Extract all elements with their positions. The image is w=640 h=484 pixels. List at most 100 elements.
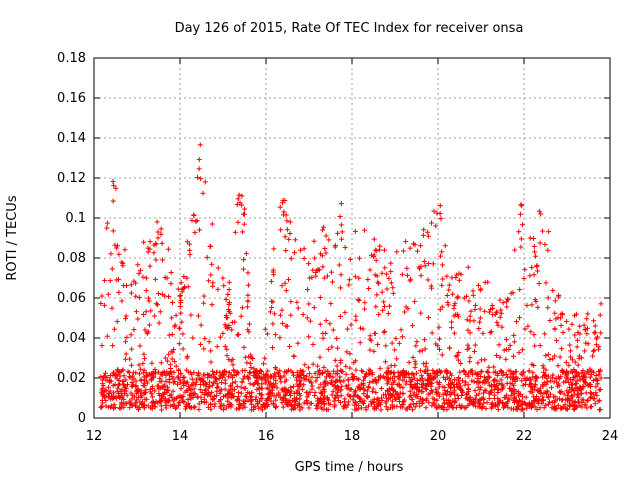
data-point: [327, 374, 333, 380]
data-point: [238, 313, 244, 319]
data-point: [540, 397, 546, 403]
data-point: [99, 293, 105, 299]
data-point: [214, 344, 220, 350]
data-point: [187, 252, 193, 258]
data-point: [182, 285, 188, 291]
data-point: [356, 275, 362, 281]
data-point: [373, 380, 379, 386]
data-point: [189, 405, 195, 411]
data-point: [306, 301, 312, 307]
data-point: [247, 381, 253, 387]
data-point: [201, 392, 207, 398]
data-point: [372, 247, 378, 253]
data-point: [186, 386, 192, 392]
data-point: [469, 378, 475, 384]
data-point: [560, 329, 566, 335]
data-point: [222, 386, 228, 392]
data-point: [392, 363, 398, 369]
data-point: [439, 304, 445, 310]
data-point: [463, 371, 469, 377]
data-point: [389, 393, 395, 399]
data-point: [503, 371, 509, 377]
data-point: [456, 277, 462, 283]
data-point: [525, 323, 531, 329]
data-point: [297, 407, 303, 413]
data-point: [434, 397, 440, 403]
data-point: [508, 392, 514, 398]
data-point: [255, 381, 261, 387]
data-point: [195, 313, 201, 319]
data-point: [471, 318, 477, 324]
data-point: [477, 319, 483, 325]
data-point: [572, 369, 578, 375]
data-point: [210, 380, 216, 386]
data-point: [464, 391, 470, 397]
data-point: [449, 319, 455, 325]
data-point: [127, 356, 133, 362]
data-point: [358, 396, 364, 402]
data-point: [542, 331, 548, 337]
data-point: [453, 312, 459, 318]
data-point: [537, 343, 543, 349]
data-point: [412, 404, 418, 410]
data-point: [135, 390, 141, 396]
data-point: [321, 224, 327, 230]
data-point: [108, 251, 114, 257]
data-point: [566, 380, 572, 386]
data-point: [400, 377, 406, 383]
data-point: [429, 285, 435, 291]
data-point: [577, 384, 583, 390]
data-point: [339, 383, 345, 389]
data-point: [454, 384, 460, 390]
data-point: [594, 377, 600, 383]
data-point: [180, 346, 186, 352]
data-point: [436, 403, 442, 409]
data-point: [425, 277, 431, 283]
data-point: [122, 356, 128, 362]
data-point: [407, 405, 413, 411]
data-point: [485, 379, 491, 385]
data-point: [247, 360, 253, 366]
data-point: [103, 377, 109, 383]
data-point: [472, 302, 478, 308]
data-point: [224, 353, 230, 359]
data-point: [315, 363, 321, 369]
data-point: [178, 297, 184, 303]
data-point: [459, 388, 465, 394]
data-point: [291, 250, 297, 256]
data-point: [148, 372, 154, 378]
data-point: [527, 273, 533, 279]
data-point: [245, 298, 251, 304]
data-point: [399, 334, 405, 340]
data-point: [543, 402, 549, 408]
data-point: [268, 393, 274, 399]
data-point: [345, 382, 351, 388]
data-point: [437, 370, 443, 376]
data-point: [239, 193, 245, 199]
data-point: [317, 294, 323, 300]
data-point: [412, 365, 418, 371]
data-point: [183, 380, 189, 386]
data-point: [139, 393, 145, 399]
data-point: [142, 396, 148, 402]
data-point: [115, 382, 121, 388]
data-point: [552, 326, 558, 332]
data-point: [243, 251, 249, 257]
data-point: [244, 360, 250, 366]
data-point: [277, 204, 283, 210]
data-point: [340, 369, 346, 375]
data-point: [413, 370, 419, 376]
data-point: [163, 405, 169, 411]
data-point: [404, 379, 410, 385]
data-point: [296, 378, 302, 384]
data-point: [465, 342, 471, 348]
data-point: [569, 357, 575, 363]
data-point: [208, 402, 214, 408]
data-point: [241, 401, 247, 407]
data-point: [457, 383, 463, 389]
data-point: [315, 266, 321, 272]
data-point: [522, 267, 528, 273]
data-point: [208, 393, 214, 399]
data-point: [158, 393, 164, 399]
data-point: [212, 401, 218, 407]
